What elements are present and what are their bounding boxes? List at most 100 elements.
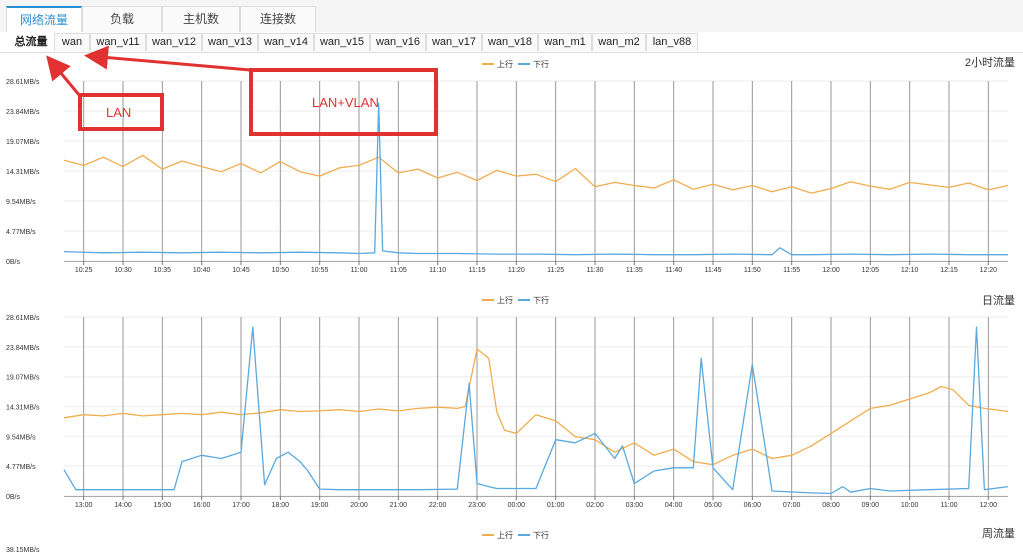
subtab-wan-v18[interactable]: wan_v18: [482, 33, 538, 51]
chart-2h-y-tick-label: 14.31MB/s: [6, 169, 40, 176]
subtab-wan-v14[interactable]: wan_v14: [258, 33, 314, 51]
chart-2h-x-tick-label: 11:10: [429, 267, 446, 274]
chart-2h-x-tick-label: 11:50: [744, 267, 761, 274]
chart-2h-legend-down-label: 下行: [533, 59, 549, 69]
chart-2h-x-tick-label: 11:40: [665, 267, 682, 274]
chart-2h-x-tick-label: 11:15: [469, 267, 486, 274]
chart-2h-y-tick-label: 9.54MB/s: [6, 199, 36, 206]
tab-host-count[interactable]: 主机数: [162, 6, 240, 32]
chart-daily-y-tick-label: 19.07MB/s: [6, 375, 40, 382]
annotation-lan-vlan-label: LAN+VLAN: [312, 95, 379, 110]
chart-2h-x-tick-label: 10:25: [75, 267, 93, 274]
chart-daily-x-tick-label: 21:00: [390, 502, 408, 509]
subtab-wan[interactable]: wan: [54, 33, 90, 51]
tab-network-traffic[interactable]: 网络流量: [6, 6, 82, 32]
tab-connection-count[interactable]: 连接数: [240, 6, 316, 32]
chart-daily-legend-up-label: 上行: [497, 295, 513, 305]
annotation-lan-vlan-box: [249, 68, 438, 136]
chart-2h-x-tick-label: 10:40: [193, 267, 211, 274]
chart-daily-x-tick-label: 08:00: [822, 502, 840, 509]
chart-daily-y-tick-label: 14.31MB/s: [6, 404, 40, 411]
subtab-wan-v12[interactable]: wan_v12: [146, 33, 202, 51]
chart-daily-x-tick-label: 14:00: [114, 502, 132, 509]
annotation-lan-box: [78, 93, 164, 131]
tab-load[interactable]: 负载: [82, 6, 162, 32]
subtab-wan-v17[interactable]: wan_v17: [426, 33, 482, 51]
chart-title-daily: 日流量: [982, 295, 1015, 307]
chart-2h-x-tick-label: 11:25: [547, 267, 564, 274]
subtab-wan-m2[interactable]: wan_m2: [592, 33, 646, 51]
chart-2h-x-tick-label: 11:05: [390, 267, 407, 274]
chart-2h-x-tick-label: 11:55: [783, 267, 800, 274]
chart-2h-x-tick-label: 11:20: [508, 267, 525, 274]
chart-daily-x-tick-label: 03:00: [626, 502, 644, 509]
chart-2h-x-tick-label: 10:55: [311, 267, 329, 274]
chart-weekly-legend-down-label: 下行: [533, 530, 549, 540]
chart-title-weekly: 周流量: [982, 528, 1015, 540]
subtab-wan-v15[interactable]: wan_v15: [314, 33, 370, 51]
chart-daily-y-tick-label: 23.84MB/s: [6, 345, 40, 352]
chart-daily-x-tick-label: 02:00: [586, 502, 604, 509]
chart-daily-x-tick-label: 15:00: [154, 502, 172, 509]
chart-daily-series-down-line: [63, 326, 1009, 495]
chart-weekly-y-tick-label: 38.15MB/s: [6, 547, 40, 554]
chart-daily-y-tick-label: 28.61MB/s: [6, 315, 40, 322]
chart-2h-x-tick-label: 11:35: [626, 267, 643, 274]
chart-daily-x-tick-label: 09:00: [862, 502, 880, 509]
chart-2h-y-tick-label: 0B/s: [6, 259, 21, 266]
chart-daily-x-tick-label: 22:00: [429, 502, 447, 509]
chart-2h-x-tick-label: 12:20: [980, 267, 998, 274]
chart-daily-x-tick-label: 05:00: [704, 502, 722, 509]
subtab-wan-v16[interactable]: wan_v16: [370, 33, 426, 51]
annotation-lan-arrow: [46, 55, 82, 97]
chart-daily-x-tick-label: 11:00: [941, 502, 958, 509]
chart-2h-x-tick-label: 12:15: [940, 267, 958, 274]
chart-2h-x-tick-label: 11:30: [587, 267, 604, 274]
chart-daily-legend-down-label: 下行: [533, 295, 549, 305]
chart-daily-x-tick-label: 01:00: [547, 502, 565, 509]
chart-2h-x-tick-label: 12:05: [862, 267, 880, 274]
subtab-total-traffic[interactable]: 总流量: [8, 33, 54, 51]
chart-2h-x-tick-label: 12:00: [822, 267, 840, 274]
chart-daily-x-tick-label: 18:00: [272, 502, 290, 509]
chart-2h-x-tick-label: 10:45: [232, 267, 250, 274]
chart-daily-series-up-line: [63, 348, 1009, 466]
subtab-wan-v11[interactable]: wan_v11: [90, 33, 146, 51]
chart-daily-x-tick-label: 19:00: [311, 502, 329, 509]
chart-2h-x-tick-label: 11:00: [351, 267, 368, 274]
chart-2h-x-tick-label: 11:45: [705, 267, 722, 274]
chart-daily-x-tick-label: 17:00: [232, 502, 250, 509]
chart-daily-y-tick-label: 9.54MB/s: [6, 434, 36, 441]
chart-daily-x-tick-label: 23:00: [468, 502, 486, 509]
chart-daily-x-tick-label: 06:00: [744, 502, 762, 509]
interface-tab-bar: 总流量 wan wan_v11 wan_v12 wan_v13 wan_v14 …: [0, 32, 1023, 53]
chart-weekly-legend-up-label: 上行: [497, 530, 513, 540]
chart-2h-y-tick-label: 19.07MB/s: [6, 139, 40, 146]
chart-daily-y-tick-label: 4.77MB/s: [6, 464, 36, 471]
chart-2h-y-tick-label: 23.84MB/s: [6, 109, 40, 116]
chart-2h-legend-up-label: 上行: [497, 59, 513, 69]
chart-2h-x-tick-label: 10:50: [272, 267, 290, 274]
chart-daily-x-tick-label: 10:00: [901, 502, 919, 509]
chart-2h-y-tick-label: 28.61MB/s: [6, 79, 40, 86]
chart-2h-series-down-line: [63, 103, 1008, 256]
chart-daily-x-tick-label: 00:00: [508, 502, 526, 509]
chart-2h-x-tick-label: 10:35: [154, 267, 172, 274]
chart-2h-x-tick-label: 12:10: [901, 267, 919, 274]
chart-daily-y-tick-label: 0B/s: [6, 494, 21, 501]
chart-daily-x-tick-label: 16:00: [193, 502, 211, 509]
subtab-wan-m1[interactable]: wan_m1: [538, 33, 592, 51]
chart-2h-y-tick-label: 4.77MB/s: [6, 229, 36, 236]
chart-title-2h: 2小时流量: [964, 57, 1015, 69]
subtab-lan-v88[interactable]: lan_v88: [646, 33, 698, 51]
chart-2h-x-tick-label: 10:30: [114, 267, 132, 274]
annotation-lan-label: LAN: [106, 105, 132, 120]
chart-daily-x-tick-label: 20:00: [350, 502, 368, 509]
chart-daily-x-tick-label: 07:00: [783, 502, 801, 509]
top-tab-bar: 网络流量 负载 主机数 连接数: [0, 0, 1023, 32]
chart-daily-x-tick-label: 12:00: [980, 502, 998, 509]
annotation-lan-vlan-arrow: [84, 45, 251, 72]
subtab-wan-v13[interactable]: wan_v13: [202, 33, 258, 51]
chart-daily-x-tick-label: 04:00: [665, 502, 683, 509]
